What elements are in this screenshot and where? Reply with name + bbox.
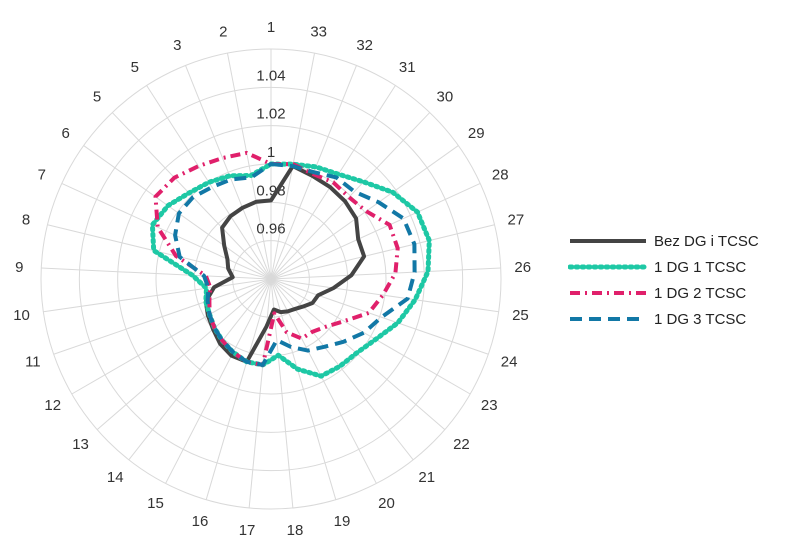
grid-spoke	[71, 278, 272, 395]
legend-swatch	[570, 291, 646, 295]
category-label: 32	[356, 37, 373, 54]
category-label: 18	[287, 522, 304, 539]
category-label: 12	[44, 397, 61, 414]
radial-tick-label: 0.96	[256, 221, 285, 238]
grid-spoke	[53, 278, 272, 355]
grid-spoke	[226, 53, 272, 280]
grid-spoke	[96, 278, 272, 430]
category-label: 13	[72, 436, 89, 453]
grid-spoke	[270, 278, 499, 313]
legend-label: 1 DG 1 TCSC	[654, 258, 747, 276]
grid-spoke	[270, 278, 337, 500]
grid-spoke	[270, 278, 414, 461]
category-label: 24	[501, 353, 518, 370]
legend-item: 1 DG 2 TCSC	[568, 280, 759, 306]
category-label: 11	[25, 353, 41, 370]
legend-swatch	[570, 239, 646, 243]
category-label: 3	[173, 37, 181, 54]
category-label: 27	[508, 212, 525, 229]
category-label: 7	[38, 166, 46, 183]
grid-spoke	[128, 278, 272, 461]
grid-spoke	[47, 224, 272, 280]
series-line	[203, 164, 367, 364]
category-label: 33	[310, 24, 327, 41]
legend-swatch	[570, 317, 646, 321]
radial-tick-label: 1.02	[256, 106, 285, 123]
category-label: 26	[514, 259, 531, 276]
grid-spoke	[205, 278, 272, 500]
category-label: 10	[13, 307, 30, 324]
category-label: 28	[492, 166, 509, 183]
legend-label: 1 DG 2 TCSC	[654, 284, 747, 302]
category-label: 16	[192, 513, 209, 530]
grid-spoke	[270, 182, 481, 280]
grid-spoke	[270, 112, 431, 280]
grid-spoke	[43, 278, 272, 313]
chart-legend: Bez DG i TCSC 1 DG 1 TCSC 1 DG 2 TCSC 1 …	[568, 228, 759, 332]
series-line	[153, 150, 400, 367]
category-label: 8	[22, 212, 30, 229]
grid-spoke	[270, 278, 489, 355]
category-label: 6	[62, 125, 70, 142]
grid-spoke	[270, 278, 471, 395]
grid-spoke	[61, 182, 272, 280]
category-label: 22	[453, 436, 470, 453]
category-label: 1	[267, 19, 275, 36]
category-label: 14	[107, 469, 124, 486]
category-label: 25	[512, 307, 529, 324]
legend-swatch	[568, 264, 648, 270]
grid-spoke	[270, 224, 495, 280]
category-label: 31	[399, 59, 416, 76]
grid-spoke	[270, 145, 459, 280]
legend-item: 1 DG 1 TCSC	[568, 254, 759, 280]
grid-spoke	[185, 65, 272, 280]
series-line	[173, 162, 417, 367]
category-label: 23	[481, 397, 498, 414]
category-label: 2	[219, 24, 227, 41]
category-label: 29	[468, 125, 485, 142]
category-label: 21	[418, 469, 435, 486]
grid-spoke	[270, 267, 501, 280]
series-line	[149, 161, 432, 379]
category-label: 15	[147, 495, 164, 512]
grid-spoke	[165, 278, 272, 484]
grid-spoke	[270, 278, 294, 509]
legend-label: Bez DG i TCSC	[654, 232, 759, 250]
category-label: 20	[378, 495, 395, 512]
category-label: 30	[437, 89, 454, 106]
category-label: 19	[334, 513, 351, 530]
radial-tick-label: 1	[267, 144, 275, 161]
category-label: 17	[239, 522, 256, 539]
category-label: 9	[15, 259, 23, 276]
grid-spoke	[248, 278, 272, 509]
legend-item: Bez DG i TCSC	[568, 228, 759, 254]
category-label: 5	[93, 89, 101, 106]
legend-label: 1 DG 3 TCSC	[654, 310, 747, 328]
category-label: 5	[131, 59, 139, 76]
legend-item: 1 DG 3 TCSC	[568, 306, 759, 332]
radial-tick-label: 1.04	[256, 67, 285, 84]
